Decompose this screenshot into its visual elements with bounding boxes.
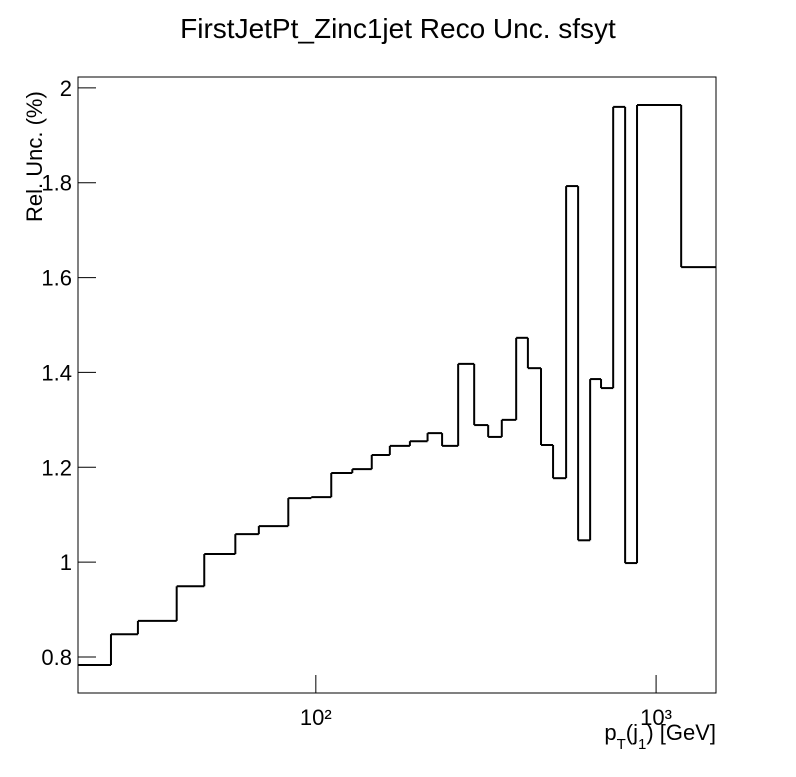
y-tick-label: 0.8: [41, 645, 72, 670]
y-tick-label: 1.8: [41, 171, 72, 196]
plot-frame: [77, 76, 717, 694]
y-tick-label: 1.6: [41, 266, 72, 291]
x-tick-label: 10²: [300, 705, 332, 730]
y-tick-label: 1.2: [41, 455, 72, 480]
y-tick-label: 2: [60, 76, 72, 101]
x-tick-label: 10³: [640, 705, 672, 730]
y-tick-label: 1.4: [41, 360, 72, 385]
chart-title: FirstJetPt_Zinc1jet Reco Unc. sfsyt: [180, 13, 616, 44]
y-tick-label: 1: [60, 550, 72, 575]
y-axis-label: Rel. Unc. (%): [22, 91, 47, 222]
x-axis-label: pT(j1) [GeV]: [604, 720, 716, 753]
